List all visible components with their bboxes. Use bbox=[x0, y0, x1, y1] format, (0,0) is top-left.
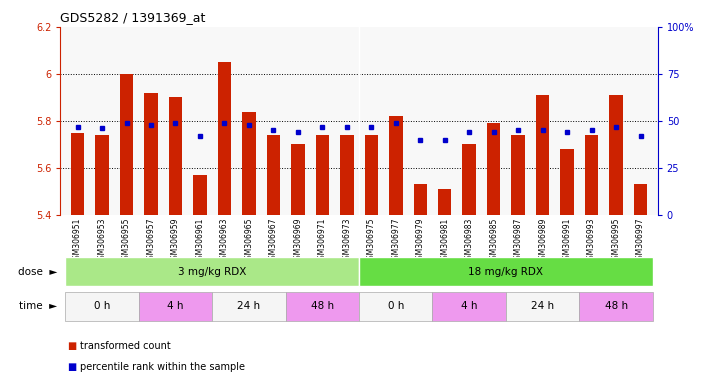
Bar bbox=[359, 292, 432, 321]
Bar bbox=[506, 292, 579, 321]
Bar bbox=[119, 74, 133, 215]
Bar bbox=[536, 95, 550, 215]
Bar bbox=[389, 116, 402, 215]
Bar bbox=[193, 175, 207, 215]
Bar bbox=[291, 144, 304, 215]
Text: percentile rank within the sample: percentile rank within the sample bbox=[80, 362, 245, 372]
Bar bbox=[340, 135, 353, 215]
Bar bbox=[212, 292, 286, 321]
Bar bbox=[579, 292, 653, 321]
Text: time  ►: time ► bbox=[18, 301, 57, 311]
Text: 0 h: 0 h bbox=[387, 301, 404, 311]
Bar bbox=[634, 184, 647, 215]
Text: 4 h: 4 h bbox=[167, 301, 183, 311]
Bar bbox=[286, 292, 359, 321]
Bar bbox=[316, 135, 329, 215]
Text: dose  ►: dose ► bbox=[18, 266, 57, 277]
Bar bbox=[65, 292, 139, 321]
Text: GDS5282 / 1391369_at: GDS5282 / 1391369_at bbox=[60, 11, 205, 24]
Bar bbox=[609, 95, 623, 215]
Text: 48 h: 48 h bbox=[311, 301, 334, 311]
Text: 24 h: 24 h bbox=[531, 301, 554, 311]
Bar bbox=[359, 257, 653, 286]
Bar bbox=[65, 257, 359, 286]
Bar bbox=[139, 292, 212, 321]
Bar bbox=[365, 135, 378, 215]
Text: 4 h: 4 h bbox=[461, 301, 478, 311]
Bar bbox=[95, 135, 109, 215]
Text: ■: ■ bbox=[68, 341, 77, 351]
Bar bbox=[218, 62, 231, 215]
Bar bbox=[414, 184, 427, 215]
Text: 3 mg/kg RDX: 3 mg/kg RDX bbox=[178, 266, 247, 277]
Bar bbox=[242, 112, 256, 215]
Bar bbox=[438, 189, 451, 215]
Bar bbox=[432, 292, 506, 321]
Text: 48 h: 48 h bbox=[604, 301, 628, 311]
Bar bbox=[267, 135, 280, 215]
Bar bbox=[462, 144, 476, 215]
Text: 18 mg/kg RDX: 18 mg/kg RDX bbox=[469, 266, 543, 277]
Text: ■: ■ bbox=[68, 362, 77, 372]
Bar bbox=[71, 133, 85, 215]
Bar bbox=[560, 149, 574, 215]
Bar bbox=[487, 123, 501, 215]
Text: 24 h: 24 h bbox=[237, 301, 260, 311]
Bar bbox=[511, 135, 525, 215]
Bar bbox=[169, 98, 182, 215]
Text: 0 h: 0 h bbox=[94, 301, 110, 311]
Text: transformed count: transformed count bbox=[80, 341, 171, 351]
Bar bbox=[585, 135, 599, 215]
Bar bbox=[144, 93, 158, 215]
